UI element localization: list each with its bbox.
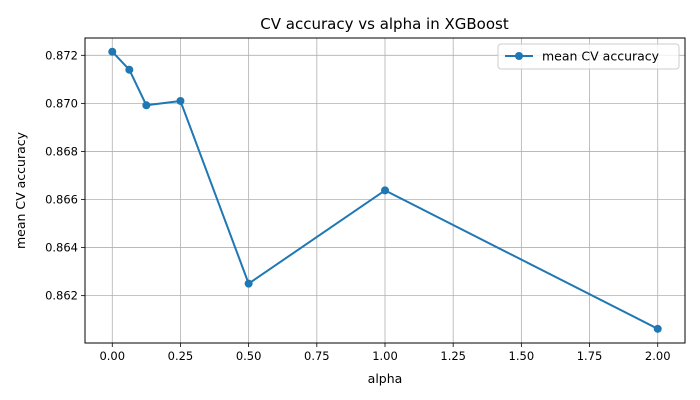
ticks: 0.00 0.25 0.50 0.75 1.00 1.25 1.50 1.75 2.00 0.86… (45, 48, 670, 363)
data-point (176, 96, 185, 105)
x-tick-label: 0.25 (168, 349, 194, 363)
data-point (142, 101, 151, 110)
grid (85, 38, 685, 343)
chart-title: CV accuracy vs alpha in XGBoost (260, 15, 509, 33)
data-point (244, 279, 253, 288)
x-tick-label: 0.00 (99, 349, 125, 363)
x-tick-label: 1.00 (372, 349, 398, 363)
x-tick-label: 1.25 (440, 349, 466, 363)
y-tick-label: 0.864 (45, 241, 78, 255)
x-tick-label: 0.75 (304, 349, 330, 363)
x-axis-label: alpha (368, 371, 403, 386)
y-tick-label: 0.866 (45, 193, 78, 207)
legend-marker-swatch (515, 52, 523, 60)
data-point (125, 65, 134, 74)
y-tick-label: 0.862 (45, 289, 78, 303)
y-tick-label: 0.870 (45, 96, 78, 110)
legend: mean CV accuracy (497, 43, 680, 70)
data-point (653, 324, 662, 333)
y-tick-label: 0.868 (45, 144, 78, 158)
legend-label: mean CV accuracy (542, 49, 660, 64)
legend-box (497, 43, 680, 70)
data-point (381, 186, 389, 195)
y-tick-label: 0.872 (45, 48, 78, 62)
series-layer (108, 47, 662, 333)
x-tick-label: 1.75 (577, 349, 603, 363)
x-tick-label: 1.50 (509, 349, 535, 363)
x-tick-label: 2.00 (645, 349, 671, 363)
data-point (108, 47, 117, 56)
x-tick-label: 0.50 (236, 349, 262, 363)
y-axis-label: mean CV accuracy (13, 131, 28, 249)
plot-frame (84, 37, 686, 344)
